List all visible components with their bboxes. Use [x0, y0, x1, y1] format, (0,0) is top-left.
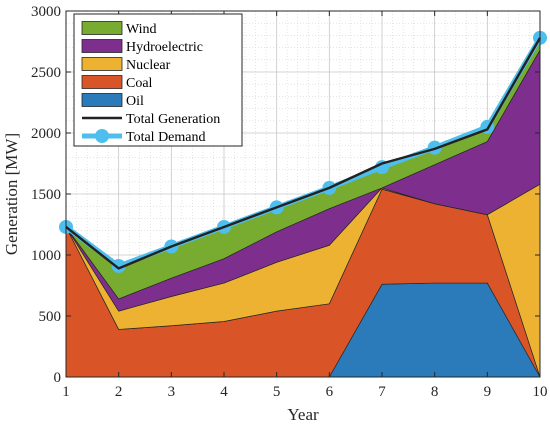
legend-label-oil: Oil — [126, 94, 144, 109]
x-tick-label: 8 — [431, 384, 439, 400]
legend-label-hydroelectric: Hydroelectric — [126, 40, 203, 55]
legend: Wind Hydroelectric Nuclear Coal Oil Total Gen… — [73, 13, 243, 147]
legend-label-wind: Wind — [126, 22, 157, 37]
legend-swatch-coal — [81, 75, 123, 89]
total-generation-line — [65, 37, 542, 270]
x-tick-label: 2 — [115, 384, 123, 400]
x-axis-label: Year — [287, 405, 319, 424]
x-tick-label: 7 — [378, 384, 386, 400]
y-tick-label: 2000 — [31, 126, 61, 142]
x-tick-label: 10 — [533, 384, 548, 400]
x-tick-label: 1 — [62, 384, 70, 400]
y-tick-label: 0 — [54, 370, 62, 386]
y-tick-label: 1500 — [31, 187, 61, 203]
total-demand-point — [111, 258, 126, 273]
legend-label-total-generation: Total Generation — [126, 112, 220, 127]
legend-swatch-hydroelectric — [81, 39, 123, 53]
x-tick-label: 9 — [484, 384, 492, 400]
y-tick-label: 1000 — [31, 248, 61, 264]
legend-swatch-wind — [81, 21, 123, 35]
x-tick-label: 4 — [220, 384, 228, 400]
total-lines — [59, 30, 547, 273]
x-tick-label: 3 — [168, 384, 176, 400]
legend-marker-total-demand — [95, 129, 109, 143]
y-tick-label: 3000 — [31, 4, 61, 20]
y-tick-label: 2500 — [31, 65, 61, 81]
legend-label-coal: Coal — [126, 76, 153, 91]
axis-ticks: 1 2 3 4 5 6 7 8 9 10 0 500 1000 1500 2000 2500 3000 — [31, 4, 548, 400]
legend-label-nuclear: Nuclear — [126, 58, 171, 73]
legend-swatch-oil — [81, 93, 123, 107]
x-tick-label: 5 — [273, 384, 281, 400]
y-tick-label: 500 — [39, 309, 62, 325]
y-axis-label: Generation [MW] — [2, 133, 21, 255]
x-tick-label: 6 — [326, 384, 334, 400]
legend-swatch-nuclear — [81, 57, 123, 71]
legend-label-total-demand: Total Demand — [126, 130, 206, 145]
